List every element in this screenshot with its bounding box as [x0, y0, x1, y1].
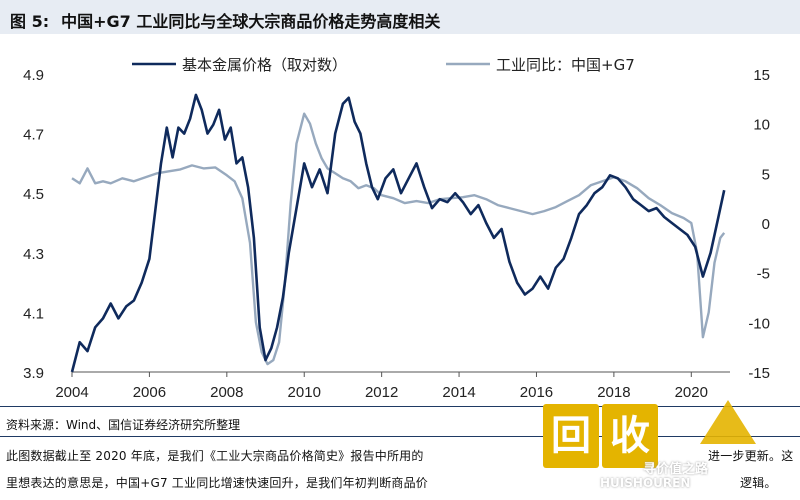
y-right-tick-label: -15: [748, 365, 770, 382]
legend-label-2: 工业同比：中国+G7: [496, 56, 635, 74]
x-tick-label: 2014: [442, 384, 475, 401]
y-left-tick-label: 4.5: [23, 186, 44, 203]
y-right-tick-label: -5: [757, 266, 770, 283]
x-tick-label: 2010: [288, 384, 321, 401]
watermark-logo-box-2: 收: [602, 404, 658, 468]
y-left-tick-label: 4.3: [23, 246, 44, 263]
x-tick-label: 2020: [675, 384, 708, 401]
watermark-arrow-icon: [700, 400, 756, 444]
watermark-text: 寻价值之路: [643, 462, 709, 477]
note-line-2: 里想表达的意思是，中国+G7 工业同比增速快速回升，是我们年初判断商品价: [6, 476, 429, 490]
watermark-brand: HUISHOUREN: [600, 476, 691, 490]
x-tick-label: 2008: [210, 384, 243, 401]
watermark-glyph-1: 回: [551, 413, 591, 459]
figure-title-text: 中国+G7 工业同比与全球大宗商品价格走势高度相关: [61, 12, 441, 31]
watermark-glyph-2: 收: [610, 413, 650, 459]
y-right-tick-label: 10: [753, 117, 770, 134]
y-right-tick-label: 0: [762, 216, 770, 233]
y-right-tick-label: 15: [753, 67, 770, 84]
y-left-tick-label: 4.9: [23, 67, 44, 84]
note-line-1-tail: 进一步更新。这: [708, 449, 794, 463]
industry-yoy-line: [71, 112, 726, 366]
line-chart: 2004 2006 2008 2010 2012 2014 2016 2018 2020 3.9 4…: [23, 56, 770, 401]
y-right-tick-label: -10: [748, 315, 770, 332]
x-tick-label: 2004: [55, 384, 88, 401]
y-left-tick-label: 3.9: [23, 365, 44, 382]
legend-label-1: 基本金属价格（取对数）: [182, 56, 347, 74]
source-note: 资料来源：Wind、国信证券经济研究所整理: [6, 418, 241, 432]
y-left-tick-label: 4.1: [23, 305, 44, 322]
x-tick-label: 2018: [597, 384, 630, 401]
note-line-1: 此图数据截止至 2020 年底，是我们《工业大宗商品价格简史》报告中所用的: [6, 449, 424, 463]
note-line-2-tail: 逻辑。: [740, 476, 777, 490]
y-left-tick-label: 4.7: [23, 127, 44, 144]
figure-label: 图 5:: [10, 12, 50, 31]
x-tick-label: 2016: [520, 384, 553, 401]
metal-price-line: [70, 93, 726, 373]
x-tick-label: 2012: [365, 384, 398, 401]
note-divider: [0, 436, 800, 437]
figure-title: 图 5: 中国+G7 工业同比与全球大宗商品价格走势高度相关: [0, 0, 800, 34]
watermark-logo-box-1: 回: [543, 404, 599, 468]
source-divider: [0, 406, 800, 407]
y-right-tick-label: 5: [762, 166, 770, 183]
x-tick-label: 2006: [133, 384, 166, 401]
